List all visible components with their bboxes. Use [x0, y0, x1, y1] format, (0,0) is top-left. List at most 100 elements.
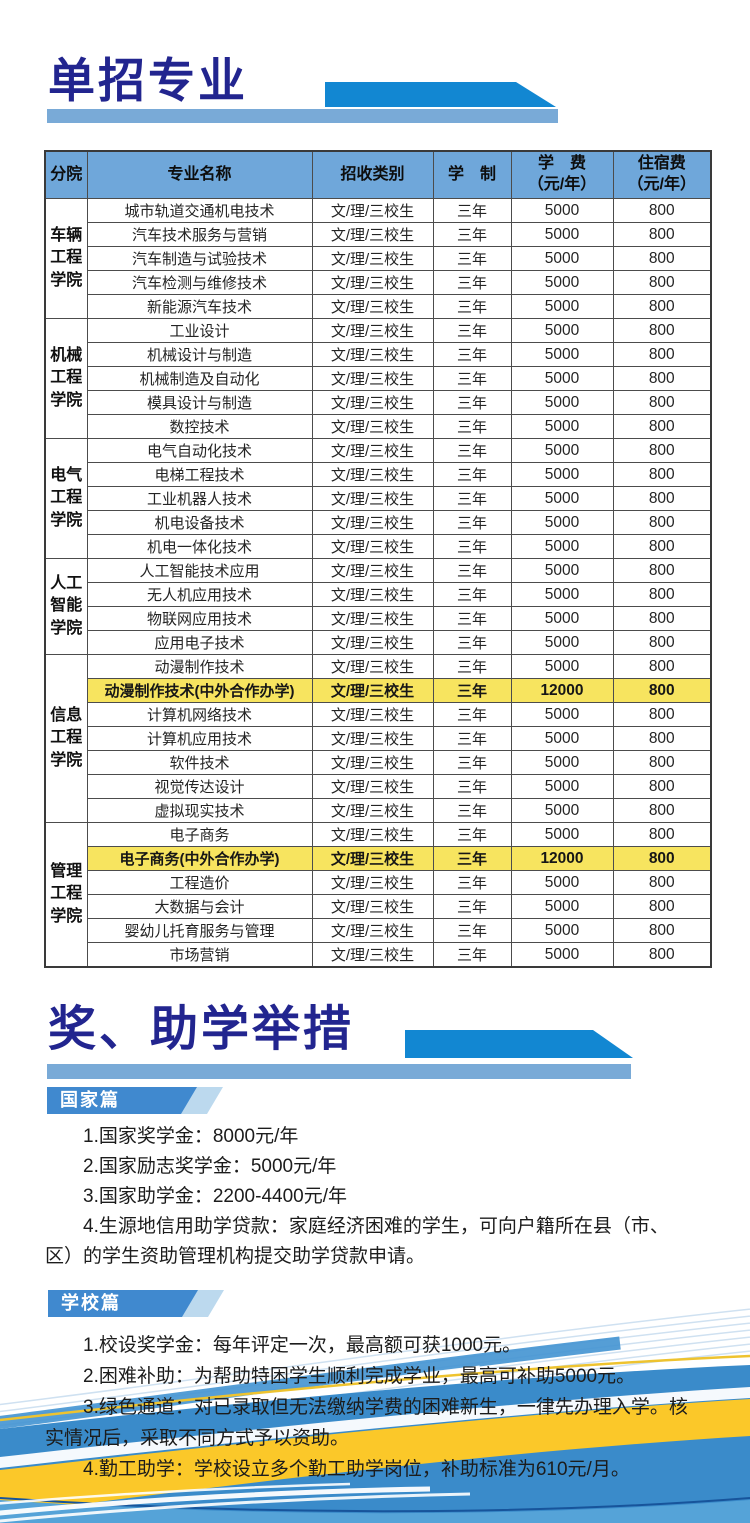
- major-cell: 新能源汽车技术: [86, 294, 313, 319]
- category-cell: 文/理/三校生: [311, 390, 434, 415]
- major-cell: 计算机网络技术: [86, 702, 313, 727]
- duration-cell: 三年: [432, 246, 512, 271]
- tuition-cell: 5000: [510, 654, 614, 679]
- category-cell: 文/理/三校生: [311, 822, 434, 847]
- category-cell: 文/理/三校生: [311, 942, 434, 968]
- duration-cell: 三年: [432, 702, 512, 727]
- tuition-cell: 5000: [510, 294, 614, 319]
- college-cell: 管理 工程 学院: [44, 822, 88, 968]
- title-accent-shape-2: [405, 1030, 633, 1058]
- major-cell: 婴幼儿托育服务与管理: [86, 918, 313, 943]
- accommodation-cell: 800: [612, 654, 712, 679]
- category-cell: 文/理/三校生: [311, 438, 434, 463]
- accommodation-cell: 800: [612, 510, 712, 535]
- aid-item: 2.国家励志奖学金：5000元/年: [83, 1156, 337, 1177]
- accommodation-cell: 800: [612, 774, 712, 799]
- major-row: 计算机网络技术 文/理/三校生 三年 5000 800: [45, 702, 712, 727]
- footer-wave-graphic: [0, 1308, 750, 1523]
- category-cell: 文/理/三校生: [311, 606, 434, 631]
- accommodation-cell: 800: [612, 558, 712, 583]
- badge-school: 学校篇: [48, 1290, 226, 1317]
- title-underline-bar-2: [47, 1064, 631, 1079]
- accommodation-cell: 800: [612, 630, 712, 655]
- tuition-cell: 5000: [510, 462, 614, 487]
- accommodation-cell: 800: [612, 246, 712, 271]
- duration-cell: 三年: [432, 606, 512, 631]
- tuition-cell: 5000: [510, 894, 614, 919]
- duration-cell: 三年: [432, 270, 512, 295]
- major-row: 车辆 工程 学院 城市轨道交通机电技术 文/理/三校生 三年 5000 800: [44, 198, 712, 319]
- accommodation-cell: 800: [612, 822, 712, 847]
- major-cell: 机械设计与制造: [86, 342, 313, 367]
- major-row: 市场营销 文/理/三校生 三年 5000 800: [45, 942, 712, 968]
- header-tuition: 学 费 （元/年）: [510, 150, 614, 199]
- category-cell: 文/理/三校生: [311, 894, 434, 919]
- category-cell: 文/理/三校生: [311, 486, 434, 511]
- accommodation-cell: 800: [612, 846, 712, 871]
- major-cell: 汽车检测与维修技术: [86, 270, 313, 295]
- accommodation-cell: 800: [612, 870, 712, 895]
- header-major: 专业名称: [86, 150, 313, 199]
- aid-item: 3.绿色通道：对已录取但无法缴纳学费的困难新生，一律先办理入学。核实情况后，采取…: [45, 1397, 688, 1449]
- tuition-cell: 5000: [510, 750, 614, 775]
- category-cell: 文/理/三校生: [311, 654, 434, 679]
- category-cell: 文/理/三校生: [311, 582, 434, 607]
- category-cell: 文/理/三校生: [311, 774, 434, 799]
- category-cell: 文/理/三校生: [311, 222, 434, 247]
- category-cell: 文/理/三校生: [311, 918, 434, 943]
- major-cell: 机械制造及自动化: [86, 366, 313, 391]
- duration-cell: 三年: [432, 918, 512, 943]
- major-row: 机电一体化技术 文/理/三校生 三年 5000 800: [45, 534, 712, 559]
- category-cell: 文/理/三校生: [311, 678, 434, 703]
- category-cell: 文/理/三校生: [311, 846, 434, 871]
- duration-cell: 三年: [432, 678, 512, 703]
- major-row: 数控技术 文/理/三校生 三年 5000 800: [45, 414, 712, 439]
- duration-cell: 三年: [432, 510, 512, 535]
- major-cell: 数控技术: [86, 414, 313, 439]
- aid-item: 1.校设奖学金：每年评定一次，最高额可获1000元。: [83, 1335, 522, 1356]
- major-cell: 机电设备技术: [86, 510, 313, 535]
- major-row: 机械设计与制造 文/理/三校生 三年 5000 800: [45, 342, 712, 367]
- accommodation-cell: 800: [612, 462, 712, 487]
- duration-cell: 三年: [432, 750, 512, 775]
- major-row: 婴幼儿托育服务与管理 文/理/三校生 三年 5000 800: [45, 918, 712, 943]
- category-cell: 文/理/三校生: [311, 726, 434, 751]
- tuition-cell: 5000: [510, 582, 614, 607]
- duration-cell: 三年: [432, 846, 512, 871]
- aid-item: 2.困难补助：为帮助特困学生顺利完成学业，最高可补助5000元。: [83, 1366, 636, 1387]
- header-accommodation: 住宿费 （元/年）: [612, 150, 712, 199]
- major-cell: 人工智能技术应用: [86, 558, 313, 583]
- tuition-cell: 5000: [510, 558, 614, 583]
- category-cell: 文/理/三校生: [311, 270, 434, 295]
- badge-national-label: 国家篇: [47, 1087, 197, 1114]
- duration-cell: 三年: [432, 462, 512, 487]
- major-cell: 电子商务: [86, 822, 313, 847]
- duration-cell: 三年: [432, 630, 512, 655]
- national-aid-list: 1.国家奖学金：8000元/年 2.国家励志奖学金：5000元/年 3.国家助学…: [45, 1122, 677, 1272]
- tuition-cell: 5000: [510, 510, 614, 535]
- category-cell: 文/理/三校生: [311, 342, 434, 367]
- major-row: 电气 工程 学院 电气自动化技术 文/理/三校生 三年 5000 800: [44, 438, 712, 559]
- duration-cell: 三年: [432, 894, 512, 919]
- majors-table: 分院 专业名称 招收类别 学 制 学 费 （元/年） 住宿费 （元/年） 车辆 …: [44, 150, 712, 968]
- tuition-cell: 5000: [510, 774, 614, 799]
- category-cell: 文/理/三校生: [311, 510, 434, 535]
- major-cell: 机电一体化技术: [86, 534, 313, 559]
- major-row-highlight: 动漫制作技术(中外合作办学) 文/理/三校生 三年 12000 800: [45, 678, 712, 703]
- category-cell: 文/理/三校生: [311, 870, 434, 895]
- major-row: 无人机应用技术 文/理/三校生 三年 5000 800: [45, 582, 712, 607]
- accommodation-cell: 800: [612, 198, 712, 223]
- category-cell: 文/理/三校生: [311, 558, 434, 583]
- major-cell: 软件技术: [86, 750, 313, 775]
- college-cell: 电气 工程 学院: [44, 438, 88, 559]
- accommodation-cell: 800: [612, 366, 712, 391]
- major-cell: 虚拟现实技术: [86, 798, 313, 823]
- duration-cell: 三年: [432, 822, 512, 847]
- accommodation-cell: 800: [612, 222, 712, 247]
- major-row-highlight: 电子商务(中外合作办学) 文/理/三校生 三年 12000 800: [45, 846, 712, 871]
- accommodation-cell: 800: [612, 606, 712, 631]
- tuition-cell: 5000: [510, 630, 614, 655]
- duration-cell: 三年: [432, 318, 512, 343]
- tuition-cell: 5000: [510, 702, 614, 727]
